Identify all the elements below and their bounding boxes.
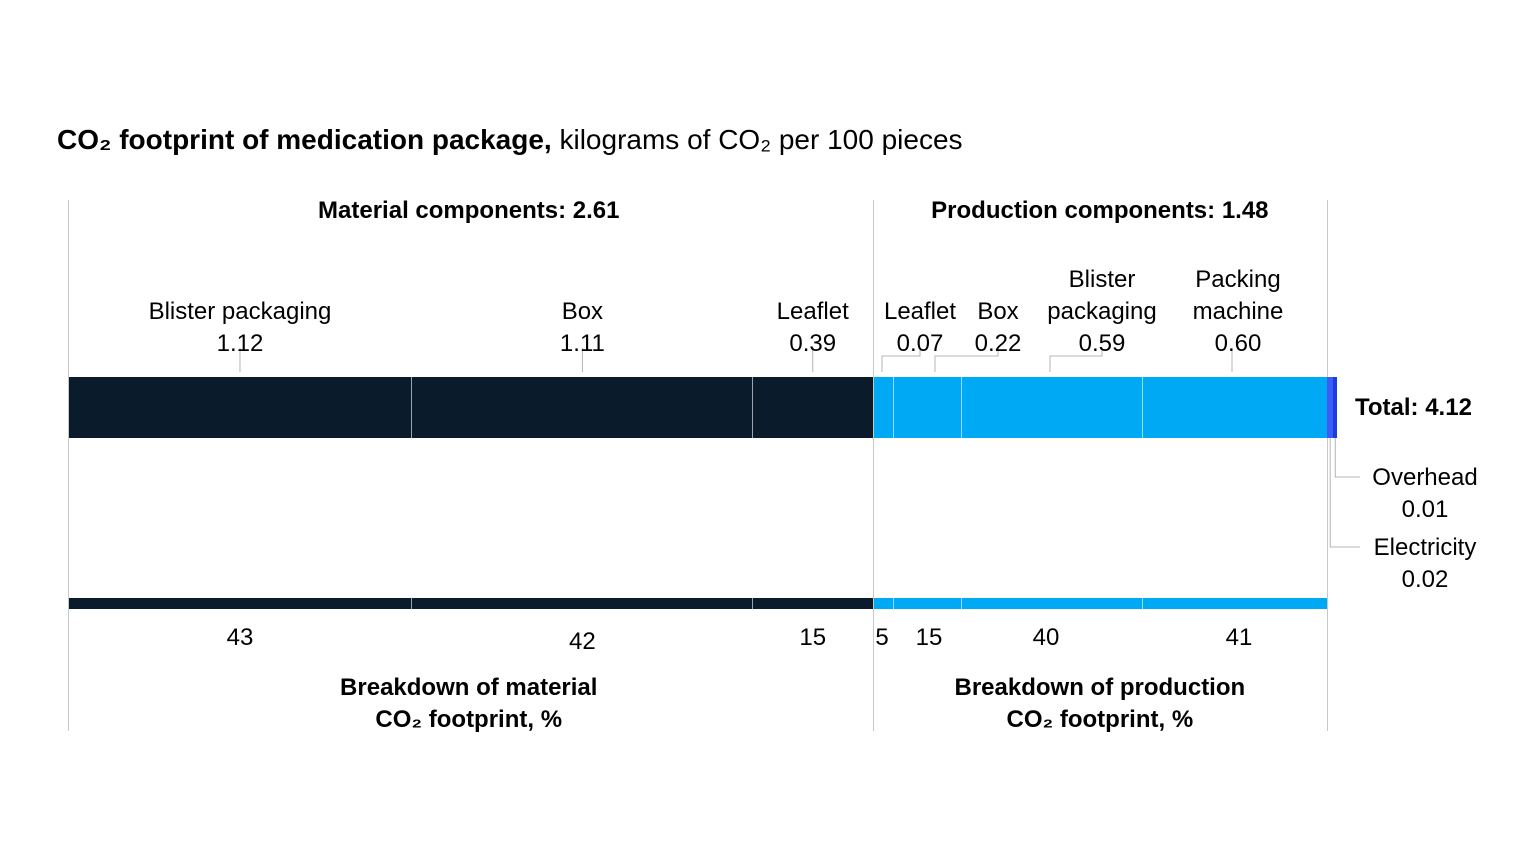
segment-label-line: 0.39 <box>789 330 837 357</box>
percent-bar-segment <box>894 598 962 609</box>
segment-label: Electricity 0.02 <box>1374 532 1477 596</box>
segment-label: Blister packaging 0.59 <box>1047 264 1156 360</box>
label-connector <box>1049 348 1103 372</box>
segment-label-line: packaging <box>1047 298 1157 325</box>
group-footer-line: CO₂ footprint, % <box>1006 706 1194 733</box>
segment-label-line: 1.12 <box>216 330 264 357</box>
segment-label-line: Blister <box>1068 266 1136 293</box>
percent-label: 5 <box>875 624 889 651</box>
percent-label: 15 <box>799 624 827 651</box>
segment-label-line: 0.60 <box>1214 330 1262 357</box>
percent-bar-segment <box>411 598 753 609</box>
percent-label: 43 <box>226 624 254 651</box>
chart-title: CO₂ footprint of medication package, kil… <box>57 124 963 155</box>
segment-label: Overhead 0.01 <box>1372 462 1477 526</box>
segment-label-line: Packing <box>1195 266 1281 293</box>
segment-label-line: 1.11 <box>559 330 605 357</box>
percent-label: 40 <box>1032 624 1060 651</box>
group-footer-line: Breakdown of production <box>954 674 1246 701</box>
percent-bar-segment <box>961 598 1143 609</box>
segment-label-line: machine <box>1192 298 1284 325</box>
group-footer: Breakdown of production CO₂ footprint, % <box>955 672 1246 736</box>
group-footer: Breakdown of material CO₂ footprint, % <box>340 672 597 736</box>
segment-label-line: 0.01 <box>1401 496 1449 523</box>
bar-segment <box>68 377 412 438</box>
label-connector <box>1334 438 1360 478</box>
segment-label: Box 1.11 <box>560 296 605 360</box>
bar-segment-electricity <box>1327 377 1334 438</box>
segment-label-line: 0.07 <box>896 330 944 357</box>
segment-label-line: 0.59 <box>1078 330 1126 357</box>
segment-label-line: Box <box>561 298 604 325</box>
bar-segment <box>1142 377 1328 438</box>
total-label: Total: 4.12 <box>1355 394 1472 421</box>
group-header: Material components: 2.61 <box>318 197 620 224</box>
percent-bar-segment <box>68 598 412 609</box>
divider-line <box>873 200 874 731</box>
group-header: Production components: 1.48 <box>931 197 1269 224</box>
segment-label-line: Leaflet <box>883 298 957 325</box>
percent-label: 41 <box>1225 624 1253 651</box>
segment-label-line: Leaflet <box>776 298 849 325</box>
segment-label: Packing machine 0.60 <box>1193 264 1284 360</box>
segment-label: Box 0.22 <box>975 296 1022 360</box>
segment-label: Blister packaging 1.12 <box>149 296 332 360</box>
percent-bar-segment <box>752 598 873 609</box>
divider-line <box>1327 200 1328 731</box>
label-connector <box>881 348 921 372</box>
bar-segment <box>961 377 1143 438</box>
segment-label-line: 0.22 <box>974 330 1022 357</box>
percent-bar-segment <box>1142 598 1328 609</box>
bar-segment <box>411 377 753 438</box>
segment-label-line: Box <box>977 298 1019 325</box>
percent-label: 15 <box>915 624 943 651</box>
segment-label-line: Overhead <box>1372 464 1478 491</box>
bar-segment-overhead <box>1333 377 1338 438</box>
segment-label-line: Electricity <box>1373 534 1477 561</box>
bar-segment <box>894 377 962 438</box>
label-connector <box>1329 438 1360 548</box>
bar-segment <box>752 377 873 438</box>
segment-label: Leaflet 0.39 <box>777 296 849 360</box>
group-footer-line: Breakdown of material <box>340 674 598 701</box>
percent-bar-segment <box>872 598 895 609</box>
segment-label-line: 0.02 <box>1401 566 1449 593</box>
label-connector <box>934 348 999 372</box>
percent-label: 42 <box>569 628 596 655</box>
segment-label-line: Blister packaging <box>148 298 332 325</box>
segment-label: Leaflet 0.07 <box>884 296 956 360</box>
divider-line <box>68 200 69 731</box>
bar-segment <box>872 377 895 438</box>
group-footer-line: CO₂ footprint, % <box>375 706 563 733</box>
